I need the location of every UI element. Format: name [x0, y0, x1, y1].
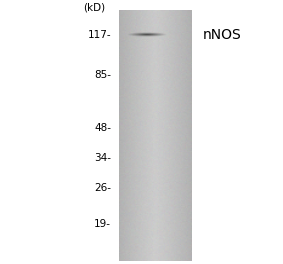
Text: (kD): (kD)	[83, 2, 106, 12]
Text: 19-: 19-	[94, 219, 111, 229]
Text: 26-: 26-	[94, 183, 111, 193]
Text: 48-: 48-	[94, 123, 111, 133]
Text: nNOS: nNOS	[203, 28, 241, 42]
Text: 85-: 85-	[94, 70, 111, 80]
Text: 117-: 117-	[87, 30, 111, 40]
Text: 34-: 34-	[94, 153, 111, 163]
